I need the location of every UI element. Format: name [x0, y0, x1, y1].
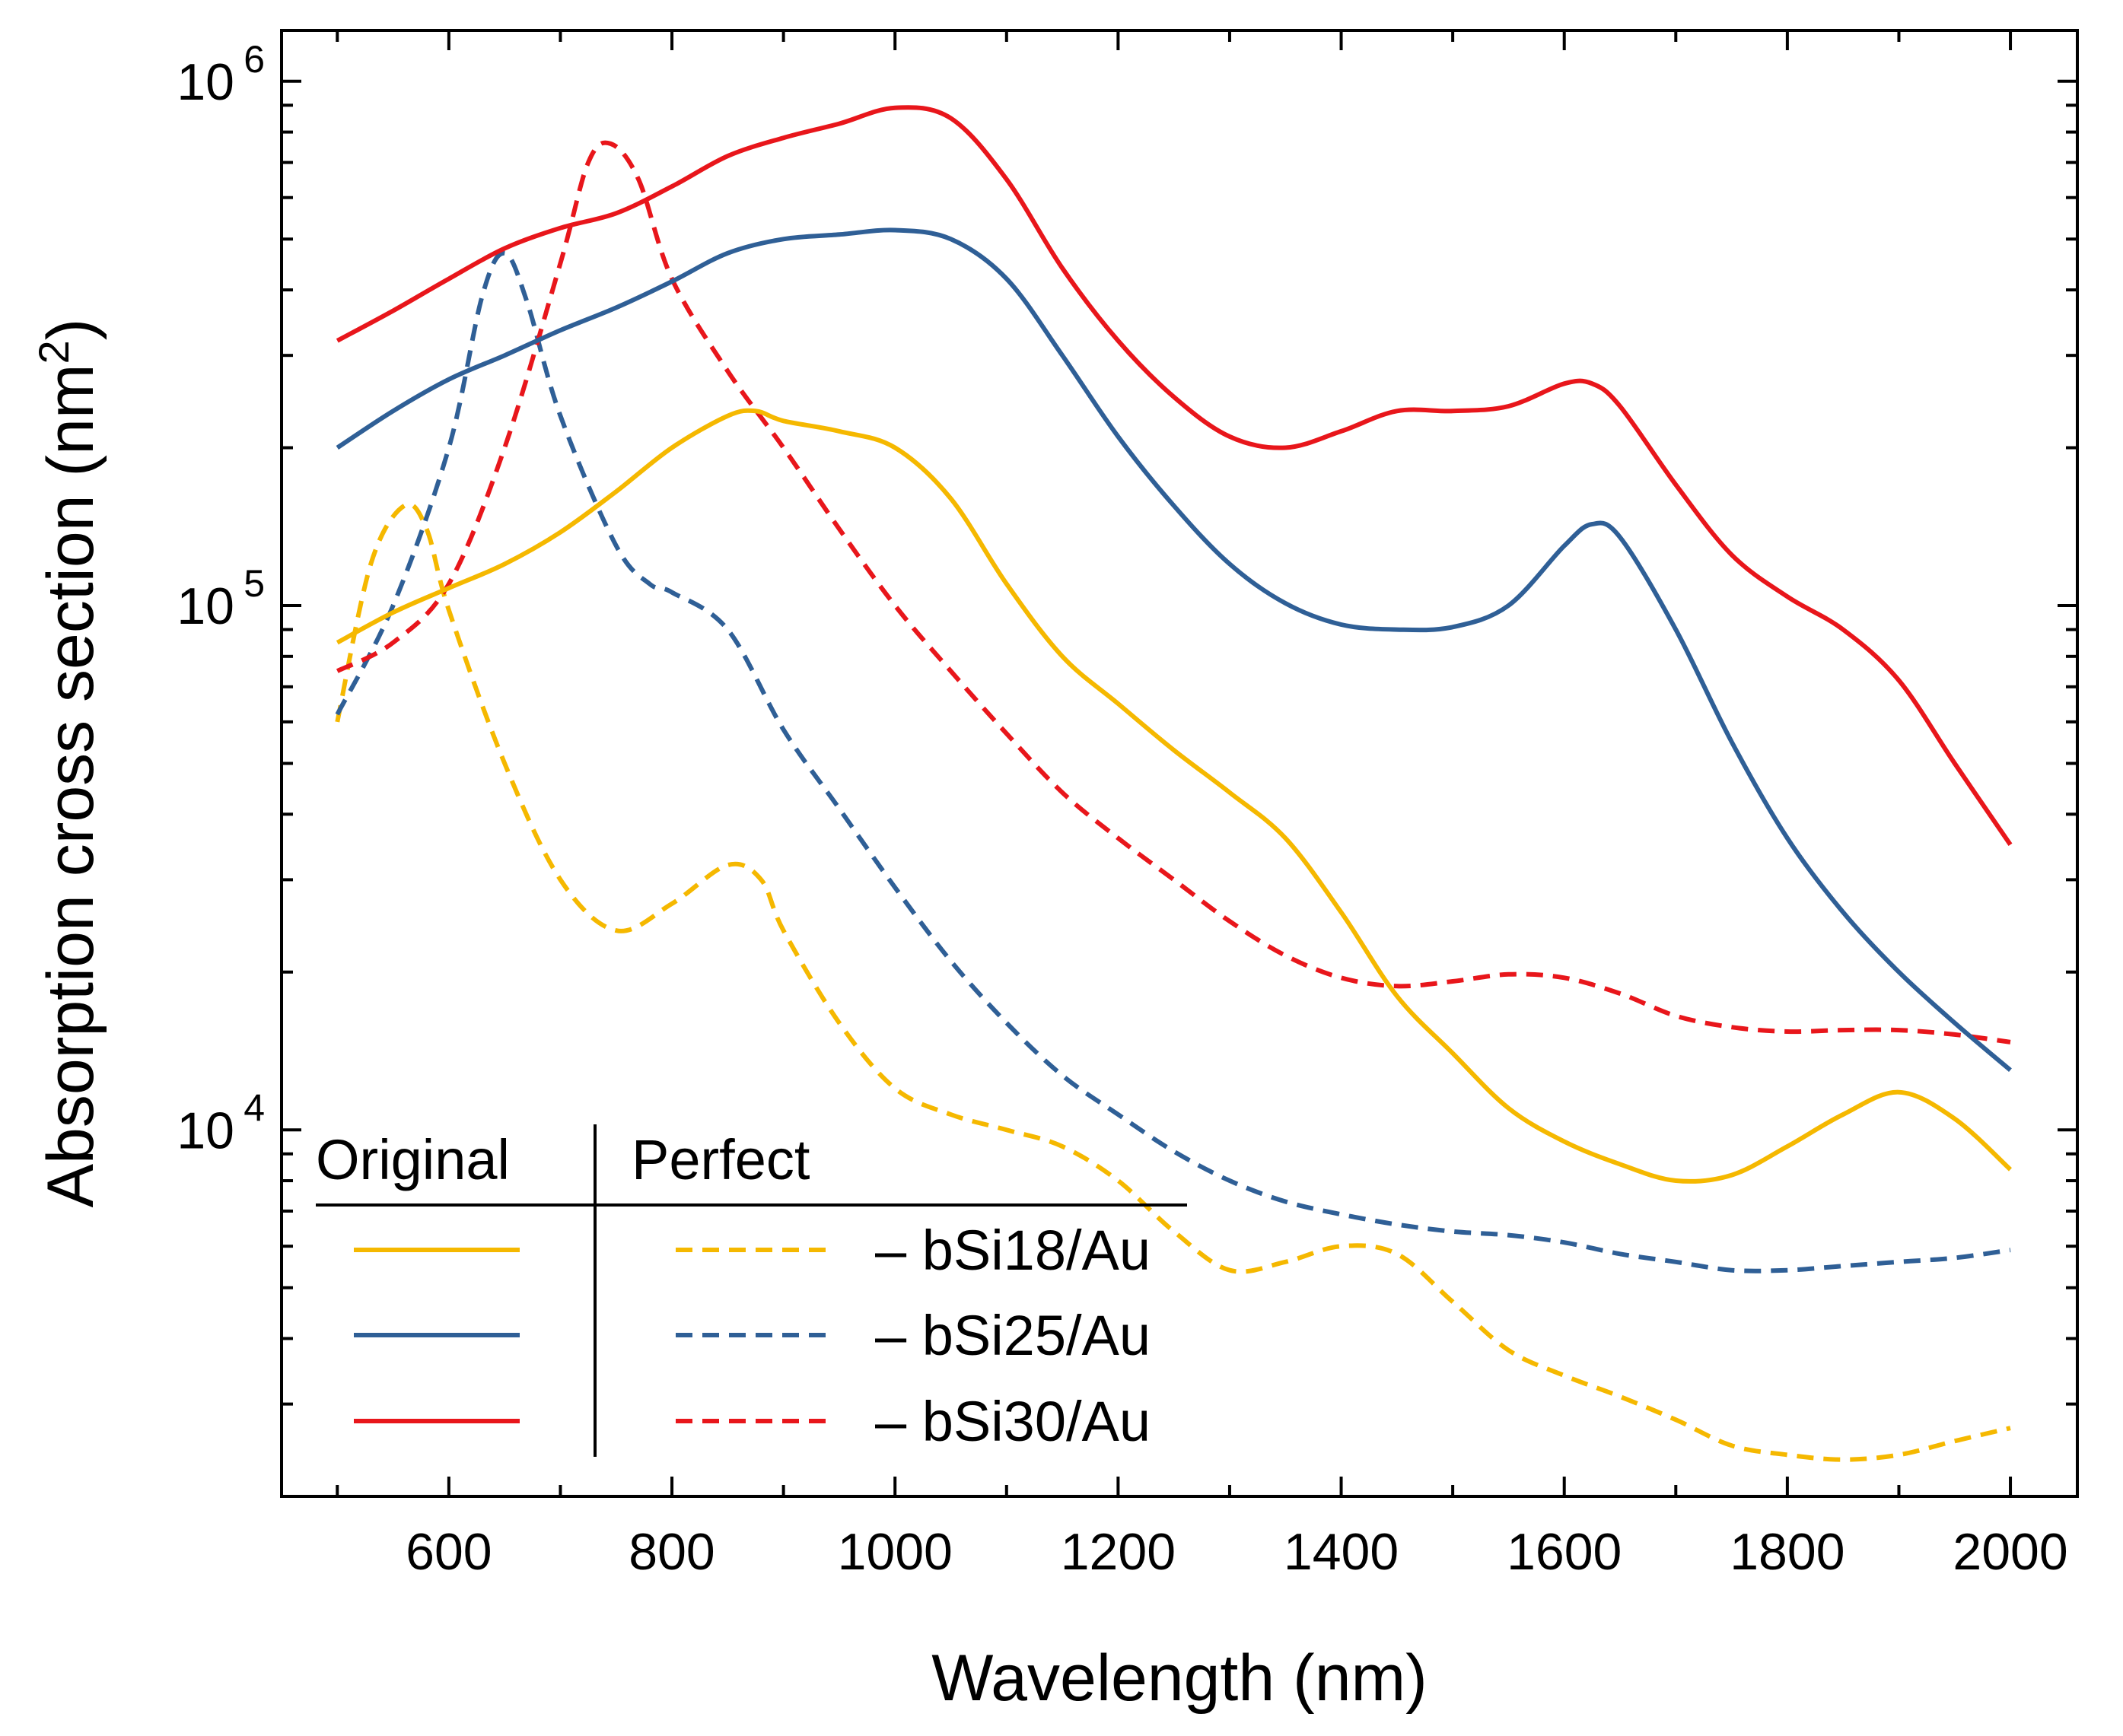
x-tick-label: 600 — [406, 1523, 492, 1581]
y-tick-label-exponent: 4 — [243, 1086, 265, 1129]
x-tick-label: 1200 — [1061, 1523, 1176, 1581]
plot-frame — [280, 29, 2079, 1498]
legend-label-bsi25-au: – bSi25/Au — [875, 1304, 1151, 1367]
x-tick-label: 1800 — [1730, 1523, 1844, 1581]
x-tick-label: 800 — [629, 1523, 715, 1581]
y-axis-title-sup: 2 — [30, 340, 78, 364]
axis-ticks — [282, 30, 2077, 1498]
legend-header-original: Original — [316, 1128, 510, 1191]
y-tick-label: 10 — [177, 577, 234, 635]
legend: Original Perfect – bSi18/Au– bSi25/Au– b… — [316, 1124, 1187, 1457]
plot-lines — [335, 105, 2013, 1462]
series-line-bsi18-au-perfect — [335, 501, 2011, 1462]
legend-header-perfect: Perfect — [632, 1128, 810, 1191]
series-line-bsi25-au-perfect — [335, 250, 2011, 1273]
x-tick-label: 1400 — [1284, 1523, 1399, 1581]
y-tick-label-exponent: 6 — [243, 38, 265, 81]
x-tick-label: 1600 — [1507, 1523, 1622, 1581]
y-tick-label: 10 — [177, 53, 234, 111]
series-line-bsi30-au-perfect — [336, 140, 2011, 1044]
x-tick-label: 1000 — [838, 1523, 953, 1581]
legend-label-bsi18-au: – bSi18/Au — [875, 1219, 1151, 1282]
y-axis-title: Absorption cross section (nm2) — [30, 319, 107, 1208]
legend-label-bsi30-au: – bSi30/Au — [875, 1390, 1151, 1453]
series-line-bsi30-au-original — [336, 105, 2013, 846]
y-tick-label: 10 — [177, 1102, 234, 1159]
legend-rows: – bSi18/Au – bSi25/Au – bSi30/Au — [354, 1219, 1151, 1453]
series-line-bsi25-au-original — [336, 227, 2012, 1072]
y-axis-title-main: Absorption cross section (nm — [34, 364, 107, 1207]
x-tick-labels: 600 800 1000 1200 1400 1600 1800 2000 — [406, 1523, 2068, 1581]
x-tick-label: 2000 — [1953, 1523, 2067, 1581]
x-axis-title: Wavelength (nm) — [931, 1642, 1428, 1715]
y-tick-label-exponent: 5 — [243, 562, 265, 605]
series-line-bsi18-au-original — [336, 408, 2013, 1184]
y-axis-title-end: ) — [34, 319, 107, 341]
